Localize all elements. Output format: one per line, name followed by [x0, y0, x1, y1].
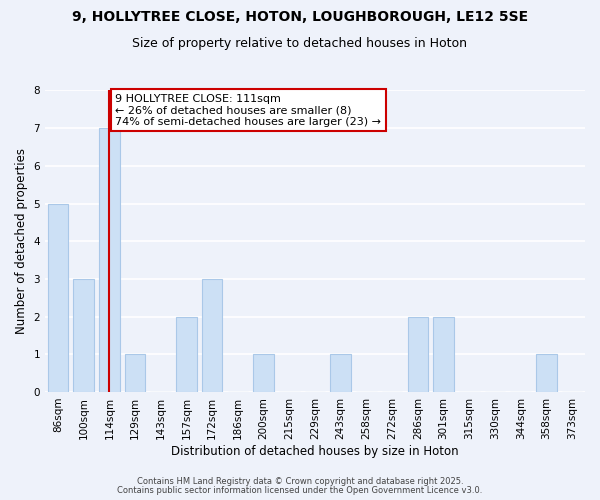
Bar [99, 128, 119, 392]
Bar [331, 354, 351, 392]
Bar [407, 316, 428, 392]
Bar [47, 204, 68, 392]
Bar [433, 316, 454, 392]
Bar [73, 279, 94, 392]
X-axis label: Distribution of detached houses by size in Hoton: Distribution of detached houses by size … [171, 444, 459, 458]
Y-axis label: Number of detached properties: Number of detached properties [15, 148, 28, 334]
Bar [125, 354, 145, 392]
Text: 9, HOLLYTREE CLOSE, HOTON, LOUGHBOROUGH, LE12 5SE: 9, HOLLYTREE CLOSE, HOTON, LOUGHBOROUGH,… [72, 10, 528, 24]
Text: Size of property relative to detached houses in Hoton: Size of property relative to detached ho… [133, 38, 467, 51]
Bar [176, 316, 197, 392]
Bar [536, 354, 557, 392]
Text: Contains HM Land Registry data © Crown copyright and database right 2025.: Contains HM Land Registry data © Crown c… [137, 477, 463, 486]
Text: Contains public sector information licensed under the Open Government Licence v3: Contains public sector information licen… [118, 486, 482, 495]
Bar [202, 279, 223, 392]
Text: 9 HOLLYTREE CLOSE: 111sqm
← 26% of detached houses are smaller (8)
74% of semi-d: 9 HOLLYTREE CLOSE: 111sqm ← 26% of detac… [115, 94, 381, 126]
Bar [253, 354, 274, 392]
